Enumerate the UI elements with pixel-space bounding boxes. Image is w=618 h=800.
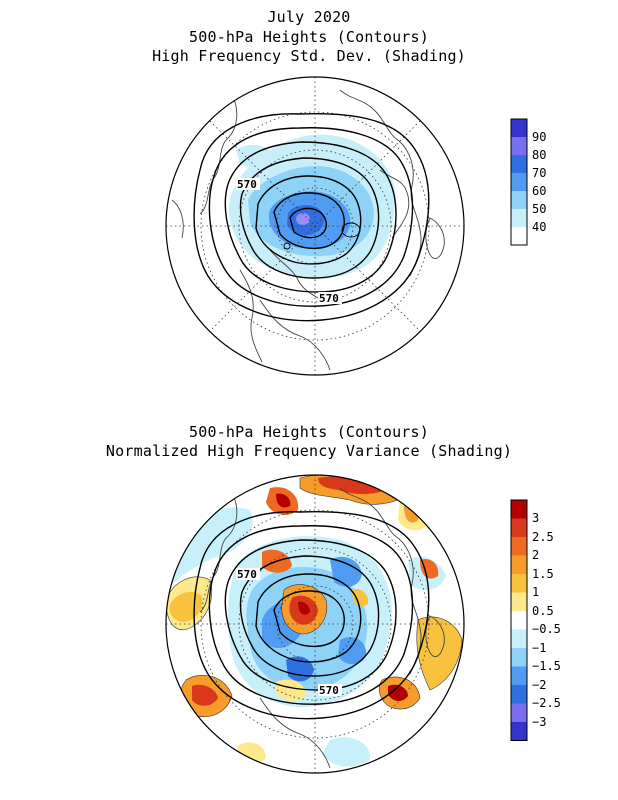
bottom-title-line-1: 500-hPa Heights (Contours) [189,423,429,441]
top-colorbar-label-80: 80 [532,148,546,162]
bottom-height-contours [193,510,430,720]
top-polar-map: 570 570 [165,76,465,376]
top-contour-label-570-a: 570 [237,178,257,191]
top-coastlines [171,89,445,371]
bottom-colorbar-label-neg-1: −1 [532,641,546,655]
bottom-contour-label-570-b: 570 [319,684,339,697]
top-colorbar-label-60: 60 [532,184,546,198]
bottom-title-line-2: Normalized High Frequency Variance (Shad… [105,442,513,460]
top-colorbar: 90 80 70 60 50 40 [510,118,546,246]
bottom-map-border [165,474,465,774]
bottom-colorbar-label-neg-2: −2 [532,678,546,692]
bottom-colorbar-label-1.5: 1.5 [532,567,554,581]
top-title-line-2: 500-hPa Heights (Contours) [189,28,429,46]
bottom-colorbar-label-neg-1.5: −1.5 [532,659,561,673]
top-stddev-shading [228,134,396,279]
bottom-colorbar-label-neg-2.5: −2.5 [532,696,561,710]
bottom-colorbar: 3 2.5 2 1.5 1 0.5 −0.5 −1 −1.5 −2 −2.5 −… [510,499,561,741]
bottom-colorbar-label-2.5: 2.5 [532,530,554,544]
top-height-contours [193,112,430,322]
top-colorbar-label-40: 40 [532,220,546,234]
bottom-colorbar-label-0.5: 0.5 [532,604,554,618]
bottom-colorbar-label-1: 1 [532,585,539,599]
bottom-colorbar-label-3: 3 [532,511,539,525]
bottom-colorbar-label-neg-0.5: −0.5 [532,622,561,636]
top-contour-label-570-b: 570 [319,292,339,305]
bottom-polar-map: 570 570 [165,474,465,774]
top-colorbar-label-50: 50 [532,202,546,216]
bottom-contour-label-570-a: 570 [237,568,257,581]
bottom-colorbar-label-neg-3: −3 [532,715,546,729]
top-title-line-3: High Frequency Std. Dev. (Shading) [152,47,466,65]
top-title-line-1: July 2020 [267,8,351,26]
bottom-graticule [166,475,464,773]
top-map-border [165,76,465,376]
top-colorbar-label-70: 70 [532,166,546,180]
top-colorbar-label-90: 90 [532,130,546,144]
bottom-colorbar-label-2: 2 [532,548,539,562]
bottom-coastlines [199,487,445,769]
